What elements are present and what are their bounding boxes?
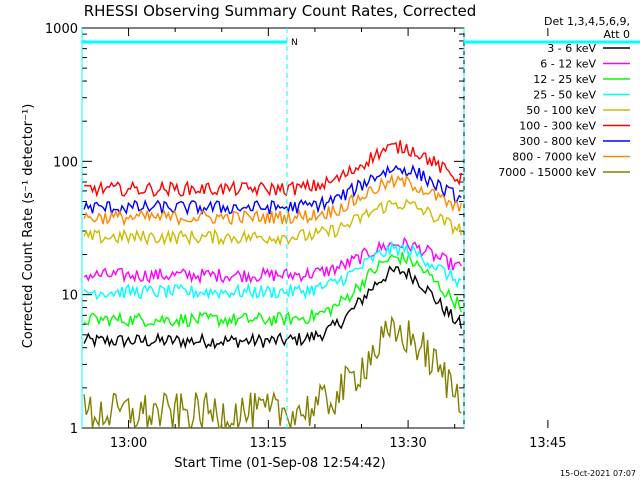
legend-label: 7000 - 15000 keV xyxy=(498,166,596,179)
axis-ticks: 13:0013:1513:3013:4514:0014:1514:3011010… xyxy=(45,22,567,451)
legend-label: 6 - 12 keV xyxy=(540,58,596,71)
series-line xyxy=(83,315,462,430)
series-line xyxy=(84,140,462,198)
series-line xyxy=(83,251,462,329)
plot-frame xyxy=(81,27,465,429)
timestamp: 15-Oct-2021 07:07 xyxy=(560,469,636,478)
chart-title: RHESSI Observing Summary Count Rates, Co… xyxy=(84,2,477,20)
x-axis-label: Start Time (01-Sep-08 12:54:42) xyxy=(174,456,385,471)
series-line xyxy=(83,265,462,350)
y-tick-label: 10 xyxy=(61,289,78,304)
legend: Det 1,3,4,5,6,9,Att 0 3 - 6 keV 6 - 12 keV… xyxy=(498,15,630,179)
detector-info: Det 1,3,4,5,6,9, xyxy=(544,15,630,28)
x-tick-label: 13:30 xyxy=(389,436,426,451)
y-tick-label: 1 xyxy=(70,422,78,437)
x-tick-label: 13:15 xyxy=(250,436,287,451)
legend-label: 50 - 100 keV xyxy=(526,104,596,117)
legend-label: 25 - 50 keV xyxy=(533,89,596,102)
plot-area: N xyxy=(81,27,640,430)
x-tick-label: 13:45 xyxy=(529,436,566,451)
series-line xyxy=(83,173,462,227)
series-line xyxy=(83,240,462,300)
x-tick-label: 13:00 xyxy=(110,436,147,451)
detector-info: Att 0 xyxy=(604,28,630,41)
y-tick-label: 100 xyxy=(53,155,78,170)
series-line xyxy=(83,163,462,216)
legend-label: 100 - 300 keV xyxy=(519,120,596,133)
legend-label: 12 - 25 keV xyxy=(533,73,596,86)
legend-label: 300 - 800 keV xyxy=(519,135,596,148)
legend-label: 800 - 7000 keV xyxy=(512,151,596,164)
flag-label: N xyxy=(291,38,298,48)
series-line xyxy=(83,236,462,285)
y-tick-label: 1000 xyxy=(45,22,78,37)
series-line xyxy=(83,198,462,247)
legend-label: 3 - 6 keV xyxy=(547,42,596,55)
y-axis-label: Corrected Count Rate (s⁻¹ detector⁻¹) xyxy=(21,104,36,349)
